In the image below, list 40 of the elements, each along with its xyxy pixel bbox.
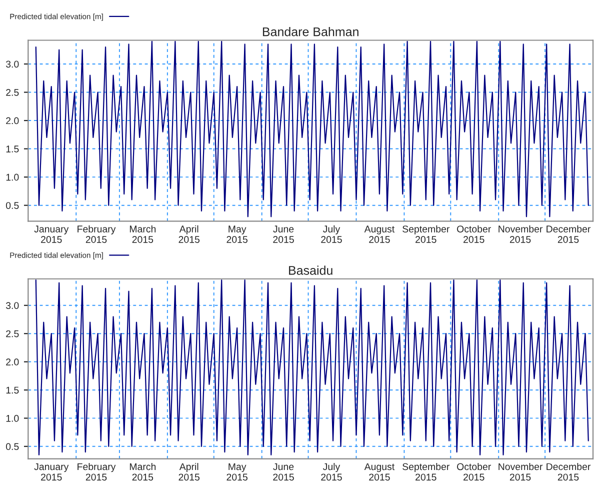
- y-tick-label: 1.0: [6, 414, 19, 422]
- y-tick-label: 1.5: [6, 386, 19, 394]
- x-tick-label: September 2015: [402, 225, 450, 243]
- y-tick-label: 1.5: [6, 146, 19, 152]
- x-tick-label: July 2015: [321, 225, 342, 243]
- x-tick-label: July 2015: [321, 462, 342, 481]
- y-tick-label: 3.0: [6, 302, 19, 310]
- y-tick-label: 2.5: [6, 330, 19, 338]
- y-tick-label: 0.5: [6, 202, 19, 209]
- line-series: [35, 40, 589, 218]
- chart-title: Basaidu: [289, 266, 332, 275]
- x-tick-label: January 2015: [34, 463, 69, 481]
- x-tick-label: March 2015: [130, 225, 156, 243]
- y-tick-label: 2.0: [6, 117, 19, 124]
- x-tick-label: February 2015: [78, 225, 116, 243]
- x-tick-label: August 2015: [364, 463, 395, 481]
- x-tick-label: September 2015: [402, 462, 450, 481]
- x-tick-label: December 2015: [546, 225, 591, 243]
- x-tick-label: June 2015: [273, 226, 294, 243]
- x-tick-label: May 2015: [226, 226, 248, 243]
- x-tick-label: May 2015: [226, 463, 248, 481]
- chart-title: Bandare Bahman: [262, 27, 358, 36]
- x-tick-label: December 2015: [546, 462, 591, 481]
- y-tick-label: 3.0: [6, 60, 19, 68]
- y-tick-label: 0.5: [6, 443, 19, 450]
- x-tick-label: March 2015: [130, 462, 156, 481]
- x-tick-label: August 2015: [364, 226, 395, 243]
- y-tick-label: 1.0: [6, 174, 19, 181]
- x-tick-label: January 2015: [34, 226, 69, 243]
- y-tick-label: 2.0: [6, 358, 19, 366]
- x-tick-label: November 2015: [498, 225, 543, 243]
- x-tick-label: October 2015: [457, 462, 491, 481]
- x-tick-label: November 2015: [498, 462, 543, 481]
- x-tick-label: June 2015: [273, 463, 294, 481]
- line-series: [35, 279, 589, 456]
- x-tick-label: October 2015: [457, 225, 491, 243]
- y-tick-label: 2.5: [6, 89, 19, 96]
- x-tick-label: February 2015: [78, 462, 116, 481]
- x-tick-label: April 2015: [178, 225, 200, 243]
- x-tick-label: April 2015: [178, 462, 200, 481]
